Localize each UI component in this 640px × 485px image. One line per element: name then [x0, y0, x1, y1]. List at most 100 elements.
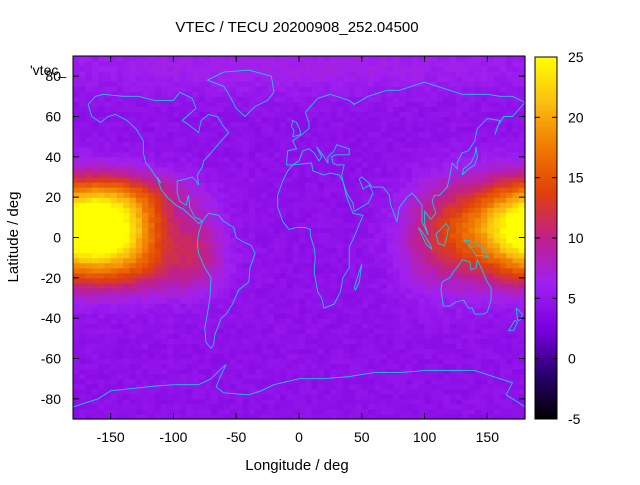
heatmap-cell	[493, 277, 501, 284]
heatmap-cell	[468, 348, 476, 355]
heatmap-cell	[499, 257, 507, 264]
heatmap-cell	[405, 212, 413, 218]
heatmap-cell	[493, 242, 501, 249]
heatmap-cell	[299, 56, 306, 62]
heatmap-cell	[211, 187, 218, 193]
heatmap-cell	[455, 343, 463, 350]
heatmap-cell	[116, 182, 124, 188]
heatmap-cell	[430, 197, 438, 203]
heatmap-cell	[116, 252, 124, 259]
heatmap-cell	[110, 182, 118, 188]
heatmap-cell	[286, 368, 294, 375]
heatmap-cell	[211, 383, 218, 390]
heatmap-cell	[160, 343, 168, 350]
heatmap-cell	[299, 222, 306, 229]
heatmap-cell	[211, 277, 218, 284]
heatmap-cell	[305, 197, 313, 203]
heatmap-cell	[116, 313, 124, 319]
heatmap-cell	[462, 76, 470, 82]
heatmap-cell	[280, 358, 288, 365]
heatmap-cell	[110, 408, 118, 415]
heatmap-cell	[123, 308, 131, 314]
heatmap-cell	[85, 298, 93, 304]
heatmap-cell	[292, 292, 300, 299]
heatmap-cell	[198, 292, 206, 299]
heatmap-cell	[412, 393, 419, 400]
heatmap-cell	[299, 111, 306, 118]
heatmap-cell	[160, 257, 168, 264]
heatmap-cell	[148, 146, 156, 153]
heatmap-cell	[324, 222, 331, 229]
heatmap-cell	[430, 252, 438, 259]
heatmap-cell	[248, 333, 256, 339]
heatmap-cell	[386, 151, 394, 158]
heatmap-cell	[79, 292, 87, 299]
heatmap-cell	[393, 126, 401, 133]
heatmap-cell	[110, 328, 118, 334]
heatmap-cell	[349, 287, 357, 294]
heatmap-cell	[361, 403, 369, 410]
heatmap-cell	[443, 156, 451, 163]
heatmap-cell	[236, 212, 244, 218]
heatmap-cell	[361, 207, 369, 213]
heatmap-cell	[248, 101, 256, 108]
heatmap-cell	[449, 353, 457, 360]
heatmap-cell	[361, 101, 369, 108]
heatmap-cell	[242, 126, 250, 133]
heatmap-cell	[437, 61, 444, 67]
heatmap-cell	[368, 277, 375, 284]
heatmap-cell	[267, 222, 275, 229]
heatmap-cell	[299, 156, 306, 163]
heatmap-cell	[481, 197, 488, 203]
heatmap-cell	[368, 318, 375, 324]
heatmap-cell	[349, 318, 357, 324]
heatmap-cell	[499, 207, 507, 213]
heatmap-cell	[368, 313, 375, 319]
heatmap-cell	[217, 378, 225, 385]
heatmap-cell	[481, 182, 488, 188]
heatmap-cell	[173, 292, 181, 299]
heatmap-cell	[405, 146, 413, 153]
heatmap-cell	[299, 212, 306, 218]
heatmap-cell	[267, 353, 275, 360]
heatmap-cell	[330, 156, 338, 163]
heatmap-cell	[424, 247, 432, 254]
heatmap-cell	[361, 328, 369, 334]
heatmap-cell	[85, 81, 93, 87]
heatmap-cell	[292, 338, 300, 344]
heatmap-cell	[204, 378, 212, 385]
heatmap-cell	[154, 318, 162, 324]
heatmap-cell	[123, 398, 131, 405]
heatmap-cell	[129, 156, 137, 163]
heatmap-cell	[412, 353, 419, 360]
heatmap-cell	[223, 313, 231, 319]
heatmap-cell	[280, 413, 288, 420]
heatmap-cell	[104, 197, 112, 203]
heatmap-cell	[349, 393, 357, 400]
heatmap-cell	[405, 91, 413, 97]
heatmap-cell	[129, 121, 137, 128]
heatmap-cell	[255, 146, 262, 153]
heatmap-cell	[405, 202, 413, 208]
heatmap-cell	[211, 166, 218, 173]
heatmap-cell	[261, 121, 269, 128]
heatmap-cell	[255, 76, 262, 82]
heatmap-cell	[455, 126, 463, 133]
heatmap-cell	[123, 197, 131, 203]
heatmap-cell	[204, 348, 212, 355]
heatmap-cell	[135, 121, 143, 128]
heatmap-cell	[142, 292, 149, 299]
heatmap-cell	[129, 277, 137, 284]
heatmap-cell	[311, 383, 319, 390]
heatmap-cell	[468, 388, 476, 395]
heatmap-cell	[236, 76, 244, 82]
heatmap-cell	[468, 292, 476, 299]
heatmap-cell	[116, 96, 124, 102]
heatmap-cell	[110, 81, 118, 87]
heatmap-cell	[179, 267, 187, 274]
heatmap-cell	[299, 146, 306, 153]
heatmap-cell	[405, 328, 413, 334]
heatmap-cell	[374, 393, 382, 400]
heatmap-cell	[142, 257, 149, 264]
heatmap-cell	[267, 96, 275, 102]
